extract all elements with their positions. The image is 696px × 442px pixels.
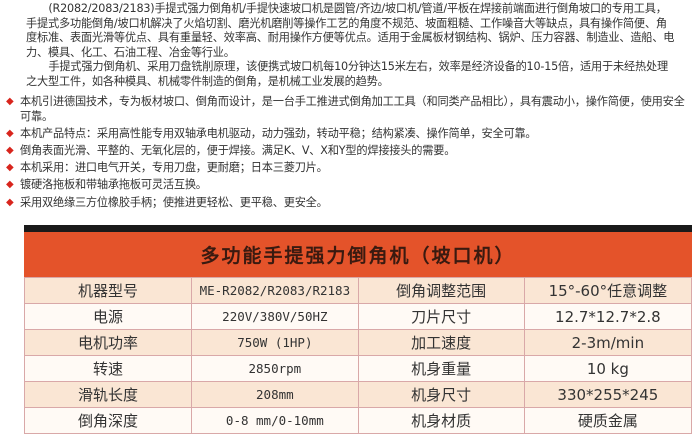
feature-item: ◆ 镀硬洛拖板和带轴承拖板可灵活互换。 [6,178,694,193]
spec-value: ME-R2082/R2083/R2183 [191,277,359,304]
spec-label: 机身尺寸 [357,381,525,408]
feature-text: 采用双绝缘三方位橡胶手柄；使推进更轻松、更平稳、更安全。 [20,195,328,209]
feature-item: ◆ 本机采用：进口电气开关，专用刀盘，更耐磨；日本三菱刀片。 [6,161,694,176]
table-top-bar [24,225,692,232]
table-row: 电源 220V/380V/50HZ 刀片尺寸 12.7*12.7*2.8 [23,303,693,330]
table-title: 多功能手提强力倒角机（坡口机） [24,232,692,277]
table-row: 转速 2850rpm 机身重量 10 kg [23,355,693,382]
spec-value: 15°-60°任意调整 [523,277,693,304]
diamond-bullet-icon: ◆ [6,144,14,156]
diamond-bullet-icon: ◆ [6,196,14,208]
feature-item: ◆ 本机产品特点：采用高性能专用双轴承电机驱动，动力强劲，转动平稳；结构紧凑、操作… [6,127,694,142]
diamond-bullet-icon: ◆ [6,162,14,174]
spec-value: 12.7*12.7*2.8 [523,303,693,330]
spec-value: 330*255*245 [523,381,693,408]
feature-text: 镀硬洛拖板和带轴承拖板可灵活互换。 [20,178,207,192]
feature-text: 本机采用：进口电气开关，专用刀盘，更耐磨；日本三菱刀片。 [20,161,328,175]
feature-text: 本机引进德国技术，专为板材坡口、倒角而设计，是一台手工推进式倒角加工工具（和同类… [20,95,685,123]
spec-label: 倒角调整范围 [357,277,525,304]
spec-value: 220V/380V/50HZ [191,303,359,330]
spec-value: 0-8 mm/0-10mm [191,407,359,434]
spec-value: 硬质金属 [523,407,693,434]
spec-table: 多功能手提强力倒角机（坡口机） 机器型号 ME-R2082/R2083/R2183… [23,225,693,434]
spec-value: 2-3m/min [523,329,693,356]
diamond-bullet-icon: ◆ [6,179,14,191]
feature-text: 本机产品特点：采用高性能专用双轴承电机驱动，动力强劲，转动平稳；结构紧凑、操作简… [20,126,537,140]
feature-list: ◆ 本机引进德国技术，专为板材坡口、倒角而设计，是一台手工推进式倒角加工工具（和同… [6,95,694,213]
feature-item: ◆ 采用双绝缘三方位橡胶手柄；使推进更轻松、更平稳、更安全。 [6,196,694,211]
feature-item: ◆ 本机引进德国技术，专为板材坡口、倒角而设计，是一台手工推进式倒角加工工具（和同… [6,95,694,124]
spec-value: 2850rpm [191,355,359,382]
spec-label: 机身材质 [357,407,525,434]
spec-label: 转速 [23,355,193,382]
table-row: 倒角深度 0-8 mm/0-10mm 机身材质 硬质金属 [23,407,693,434]
diamond-bullet-icon: ◆ [6,96,14,107]
spec-label: 机器型号 [23,277,193,304]
table-row: 电机功率 750W (1HP) 加工速度 2-3m/min [23,329,693,356]
spec-label: 电源 [23,303,193,330]
spec-label: 加工速度 [357,329,525,356]
feature-text: 倒角表面光滑、平整的、无氧化层的，便于焊接。满足K、V、X和Y型的焊接接头的需要… [20,143,456,157]
intro-text: (R2082/2083/2183)手提式强力倒角机/手提快速坡口机是圆管/齐边/… [26,2,676,90]
spec-value: 750W (1HP) [191,329,359,356]
spec-label: 刀片尺寸 [357,303,525,330]
table-row: 机器型号 ME-R2082/R2083/R2183 倒角调整范围 15°-60°任意调… [23,277,693,304]
spec-value: 10 kg [523,355,693,382]
diamond-bullet-icon: ◆ [6,127,14,139]
spec-label: 滑轨长度 [23,381,193,408]
spec-label: 倒角深度 [23,407,193,434]
intro-paragraph: (R2082/2083/2183)手提式强力倒角机/手提快速坡口机是圆管/齐边/… [26,2,675,59]
intro-paragraph: 手提式强力倒角机、采用刀盘铣削原理，该便携式坡口机每10分钟达15米左右，效率是… [26,60,668,88]
feature-item: ◆ 倒角表面光滑、平整的、无氧化层的，便于焊接。满足K、V、X和Y型的焊接接头的需… [6,144,694,159]
spec-label: 电机功率 [23,329,193,356]
spec-label: 机身重量 [357,355,525,382]
table-row: 滑轨长度 208mm 机身尺寸 330*255*245 [23,381,693,408]
spec-value: 208mm [191,381,359,408]
